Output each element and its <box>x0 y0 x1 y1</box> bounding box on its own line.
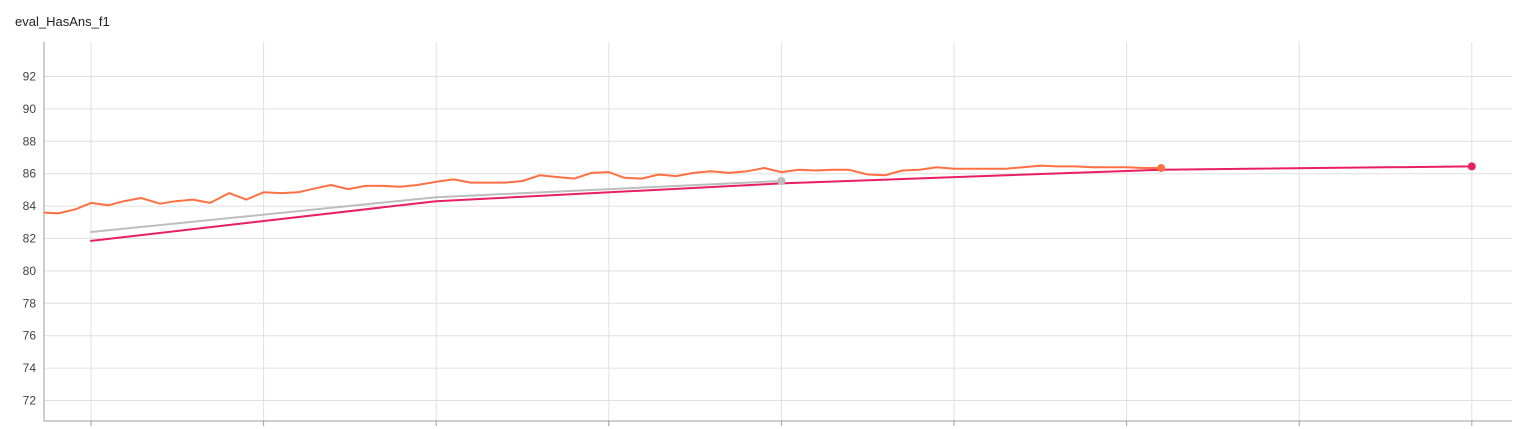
y-tick-label: 86 <box>23 167 37 181</box>
series-end-point-1 <box>1157 164 1166 173</box>
series-line-1 <box>43 164 1163 215</box>
chart-title: eval_HasAns_f1 <box>15 14 110 29</box>
y-tick-label: 78 <box>23 296 37 310</box>
y-tick-label: 72 <box>23 394 37 408</box>
y-tick-label: 92 <box>23 70 37 84</box>
series-end-point-2 <box>777 176 786 185</box>
axes <box>43 42 1512 426</box>
y-tick-label: 80 <box>23 264 37 278</box>
y-tick-label: 74 <box>23 361 37 375</box>
series-end-point-3 <box>1467 162 1476 171</box>
series-lines <box>43 164 1473 242</box>
y-tick-label: 88 <box>23 134 37 148</box>
y-tick-label: 76 <box>23 329 37 343</box>
y-tick-labels: 72 74 76 78 80 82 84 86 88 90 92 <box>23 70 37 408</box>
series-line-2 <box>90 180 783 233</box>
y-tick-label: 90 <box>23 102 37 116</box>
series-end-markers <box>777 162 1476 185</box>
grid-lines <box>44 42 1512 421</box>
y-tick-label: 84 <box>23 199 37 213</box>
y-tick-label: 82 <box>23 232 37 246</box>
